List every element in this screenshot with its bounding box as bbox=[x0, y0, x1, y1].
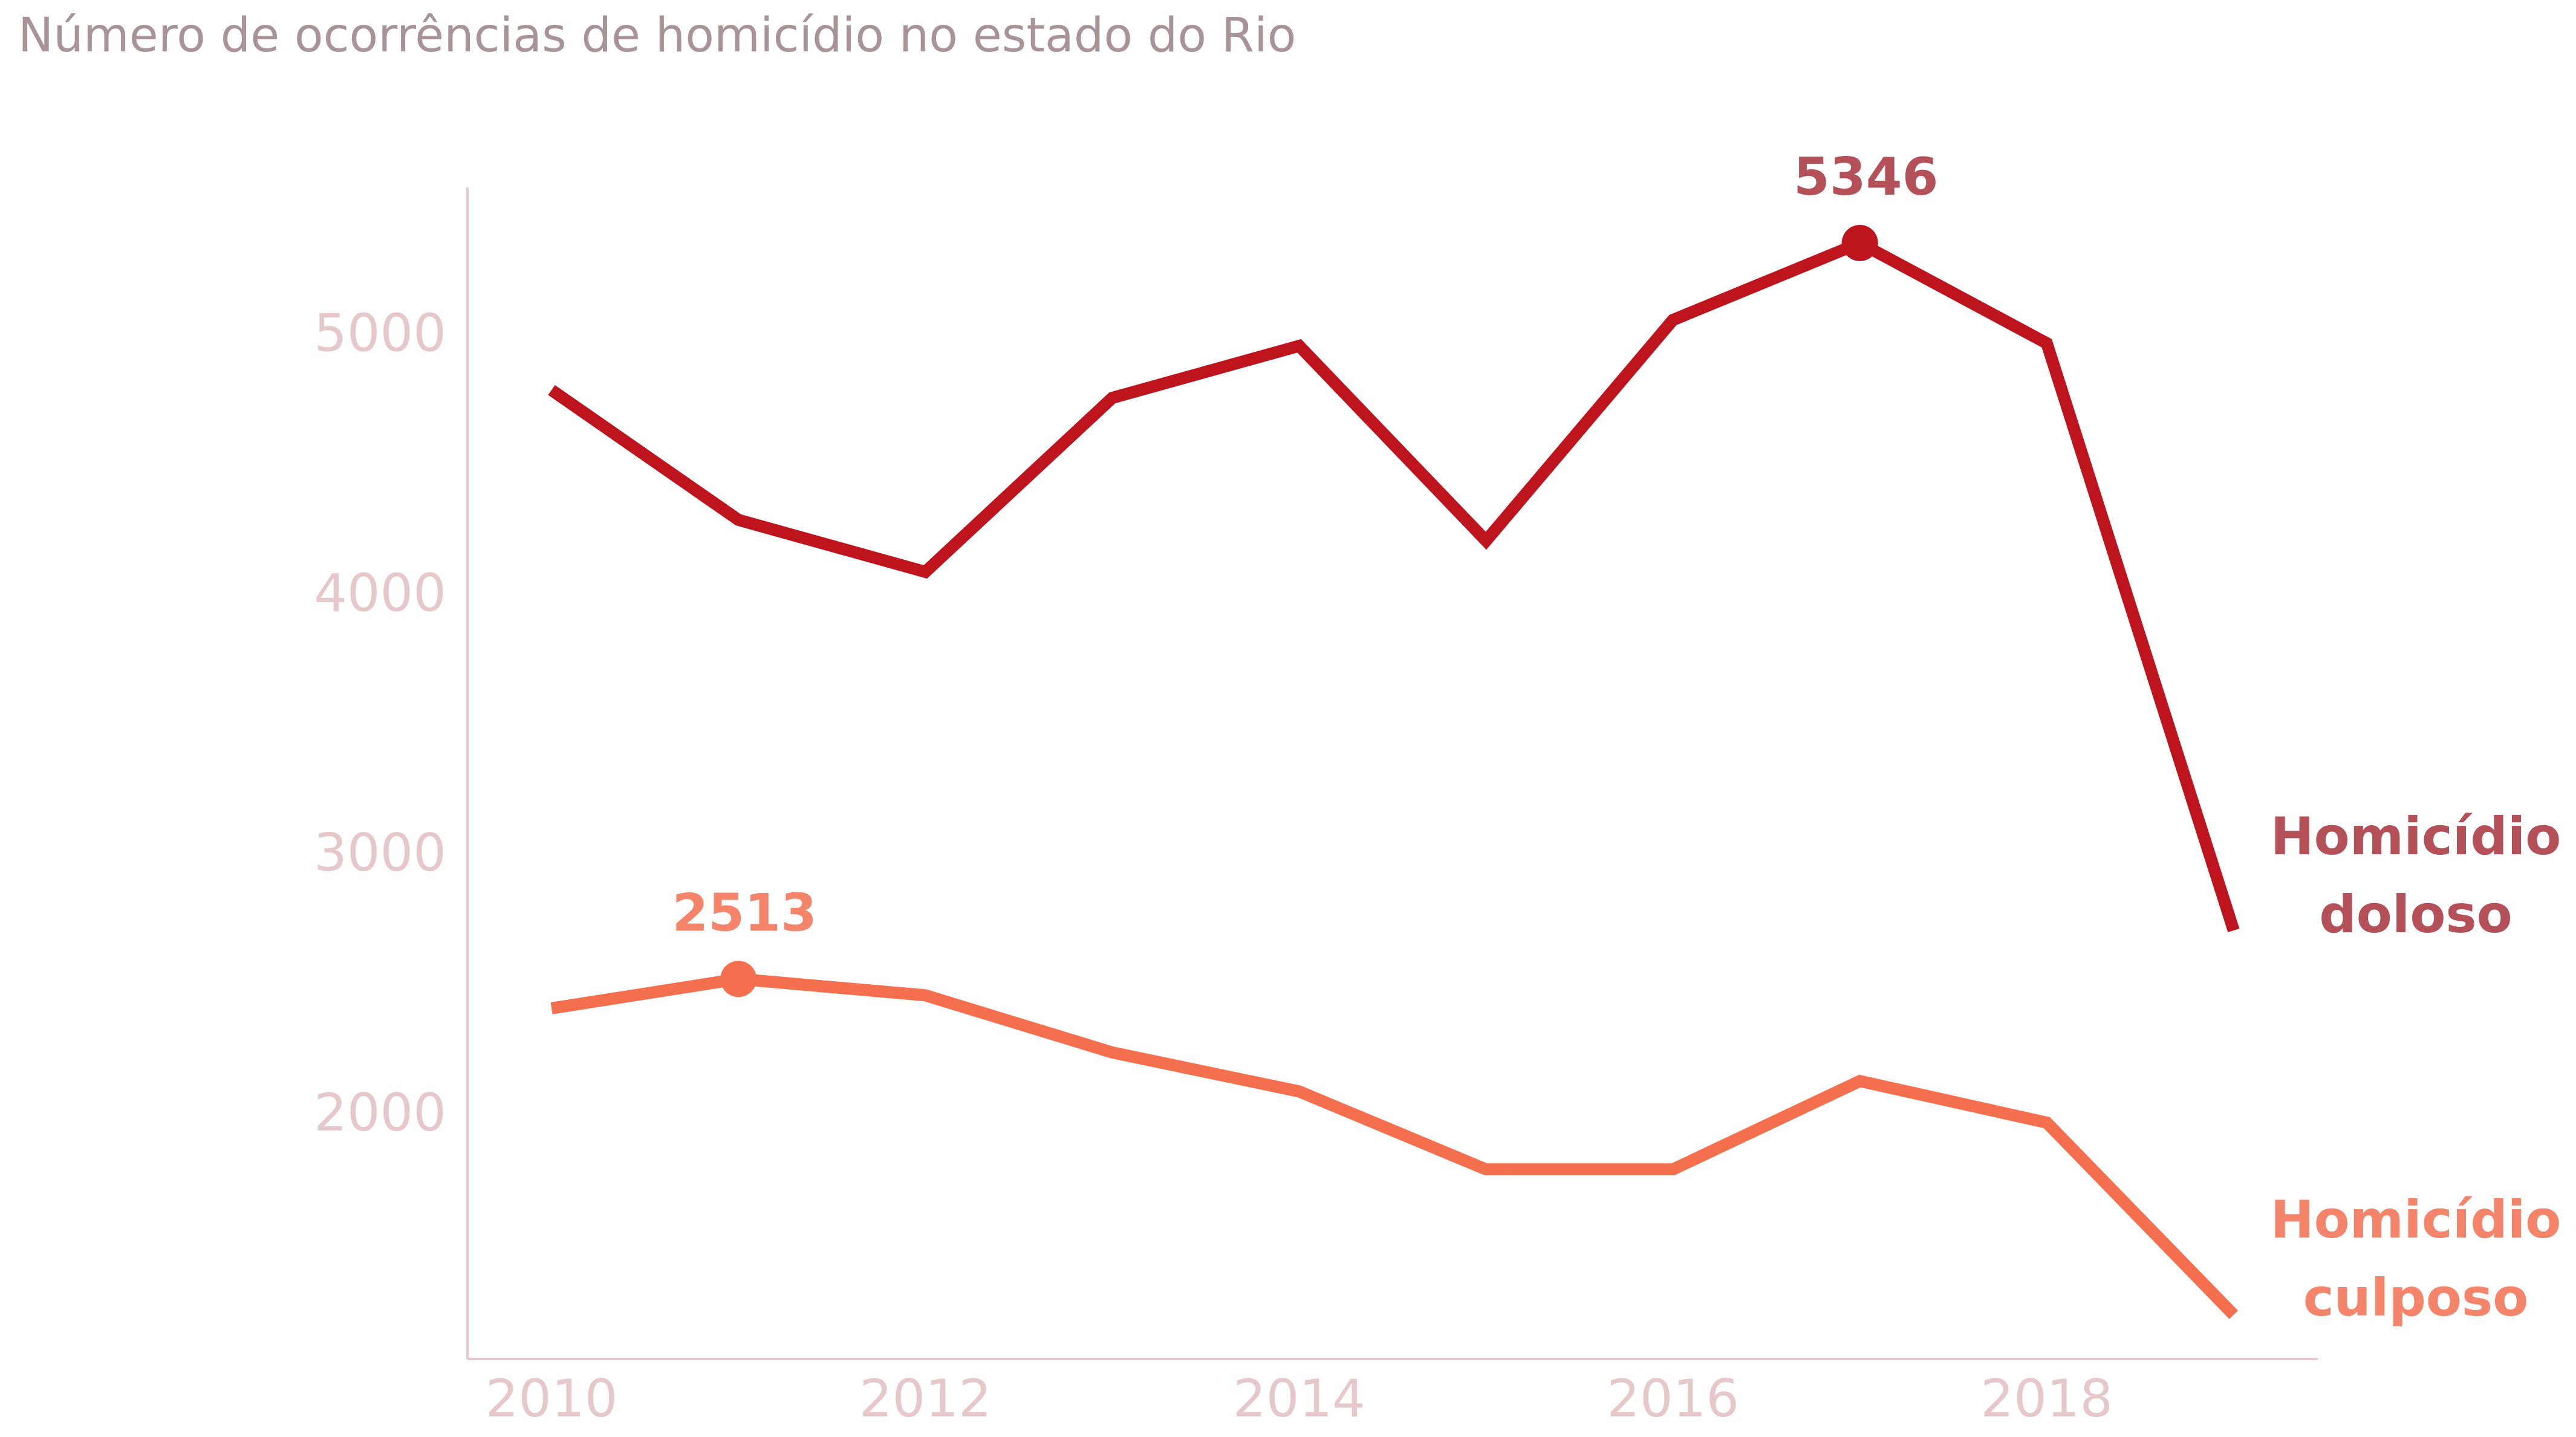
y-tick-label: 4000 bbox=[314, 563, 446, 623]
series-line-doloso bbox=[548, 236, 2240, 933]
chart-title: Número de ocorrências de homicídio no es… bbox=[18, 8, 1296, 63]
x-tick-label: 2010 bbox=[486, 1369, 618, 1429]
highlight-value-label: 5346 bbox=[1794, 147, 1938, 207]
x-tick-label: 2012 bbox=[859, 1369, 992, 1429]
highlight-point bbox=[1841, 224, 1878, 261]
series-end-label: Homicídio bbox=[2271, 1190, 2561, 1250]
highlight-point bbox=[720, 961, 757, 997]
y-tick-label: 5000 bbox=[314, 303, 446, 364]
y-tick-label: 2000 bbox=[314, 1083, 446, 1143]
y-tick-label: 3000 bbox=[314, 823, 446, 883]
series-end-label: doloso bbox=[2319, 884, 2512, 945]
x-tick-label: 2018 bbox=[1980, 1369, 2113, 1429]
axes: 2010 2012 2014 2016 2018 2000 3000 4000 5000 bbox=[314, 187, 2318, 1429]
series-layer bbox=[548, 224, 2240, 1319]
series-end-label: culposo bbox=[2303, 1268, 2529, 1328]
label-layer: 5346 Homicídio doloso 2513 Homicídio culposo bbox=[672, 147, 2561, 1328]
highlight-value-label: 2513 bbox=[672, 883, 817, 943]
series-end-label: Homicídio bbox=[2271, 806, 2561, 867]
series-line-culposo bbox=[550, 973, 2239, 1319]
x-tick-label: 2016 bbox=[1607, 1369, 1739, 1429]
x-tick-label: 2014 bbox=[1233, 1369, 1365, 1429]
